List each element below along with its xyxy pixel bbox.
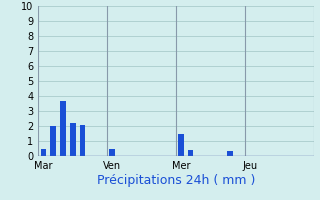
Bar xyxy=(60,100,66,156)
Bar xyxy=(109,148,115,156)
X-axis label: Précipitations 24h ( mm ): Précipitations 24h ( mm ) xyxy=(97,174,255,187)
Bar xyxy=(51,126,56,156)
Bar xyxy=(178,134,184,156)
Bar xyxy=(227,151,233,156)
Bar xyxy=(70,123,76,156)
Bar xyxy=(188,150,194,156)
Bar xyxy=(80,124,85,156)
Bar xyxy=(41,148,46,156)
